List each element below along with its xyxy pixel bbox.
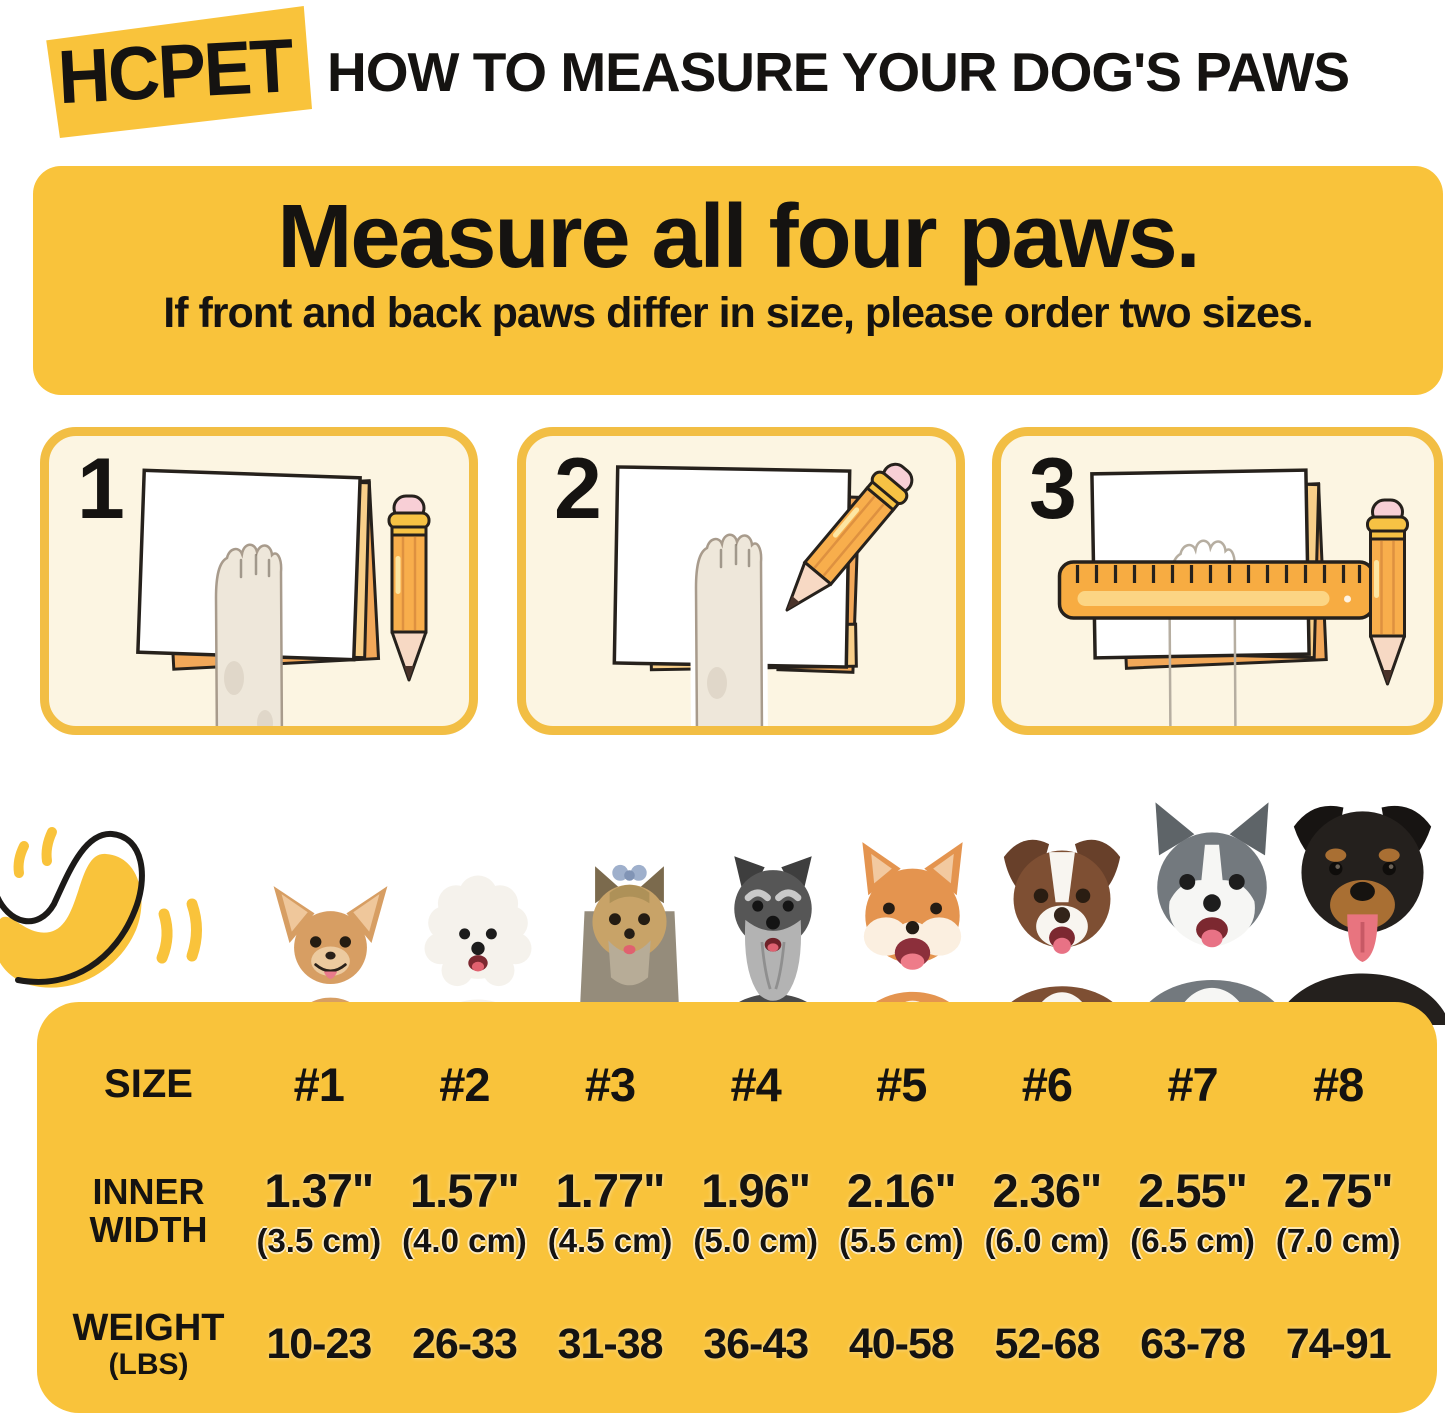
step-3-ruler-measure-illustration — [1001, 436, 1434, 726]
inner-width-value: 2.75" (7.0 cm) — [1275, 1163, 1401, 1259]
step-1-paw-on-paper-illustration — [49, 436, 469, 726]
inner-width-value: 1.57" (4.0 cm) — [402, 1163, 527, 1259]
inner-width-value: 1.77" (4.5 cm) — [547, 1163, 673, 1259]
weight-row: WEIGHT (LBS) 10-23 26-33 31-38 36-43 40-… — [51, 1282, 1411, 1407]
size-value: #3 — [584, 1057, 636, 1111]
step-2-number: 2 — [554, 441, 602, 537]
weight-row-label: WEIGHT (LBS) — [72, 1306, 225, 1381]
size-value: #1 — [293, 1057, 345, 1111]
inner-width-value: 2.16" (5.5 cm) — [838, 1163, 964, 1259]
yellow-swoosh-icon — [0, 806, 214, 1011]
step-card-2: 2 — [517, 427, 965, 735]
step-card-1: 1 — [40, 427, 478, 735]
dog-photo-yorkshire-terrier — [550, 853, 709, 1025]
step-2-trace-paw-illustration — [526, 436, 956, 726]
size-value: #4 — [730, 1057, 782, 1111]
weight-value: 52-68 — [994, 1320, 1100, 1368]
weight-value: 36-43 — [703, 1320, 809, 1368]
inner-width-row: INNER WIDTH 1.37" (3.5 cm) 1.57" (4.0 cm… — [51, 1140, 1411, 1282]
size-value: #8 — [1313, 1057, 1364, 1111]
size-value: #2 — [439, 1057, 490, 1111]
dog-photo-rottweiler — [1248, 777, 1445, 1025]
size-row: SIZE #1 #2 #3 #4 #5 #6 #7 #8 — [51, 1028, 1411, 1140]
inner-width-value: 2.36" (6.0 cm) — [984, 1163, 1110, 1259]
step-3-number: 3 — [1029, 441, 1077, 537]
step-card-3: 3 — [992, 427, 1443, 735]
weight-value: 74-91 — [1285, 1320, 1392, 1368]
weight-value: 31-38 — [557, 1320, 664, 1368]
banner-subheadline: If front and back paws differ in size, p… — [163, 289, 1313, 337]
inner-width-value: 2.55" (6.5 cm) — [1130, 1163, 1255, 1259]
inner-width-value: 1.37" (3.5 cm) — [256, 1163, 382, 1259]
weight-value: 10-23 — [266, 1320, 372, 1368]
weight-value: 40-58 — [848, 1320, 955, 1368]
size-value: #5 — [876, 1057, 927, 1111]
dog-breeds-row — [0, 780, 1445, 1025]
step-1-number: 1 — [77, 441, 125, 537]
size-chart-table: SIZE #1 #2 #3 #4 #5 #6 #7 #8 INNER WIDTH… — [37, 1002, 1437, 1413]
instruction-banner: Measure all four paws. If front and back… — [33, 166, 1443, 395]
size-value: #6 — [1021, 1057, 1073, 1111]
brand-logo: HCPET — [46, 6, 312, 138]
ruler — [1057, 560, 1376, 620]
size-value: #7 — [1167, 1057, 1218, 1111]
banner-headline: Measure all four paws. — [277, 187, 1200, 287]
brand-logo-text: HCPET — [55, 23, 295, 121]
weight-value: 26-33 — [411, 1320, 518, 1368]
page-title: HOW TO MEASURE YOUR DOG'S PAWS — [327, 41, 1350, 103]
size-row-label: SIZE — [104, 1062, 193, 1106]
weight-value: 63-78 — [1140, 1320, 1246, 1368]
inner-width-row-label: INNER WIDTH — [89, 1171, 208, 1250]
inner-width-value: 1.96" (5.0 cm) — [693, 1163, 819, 1259]
